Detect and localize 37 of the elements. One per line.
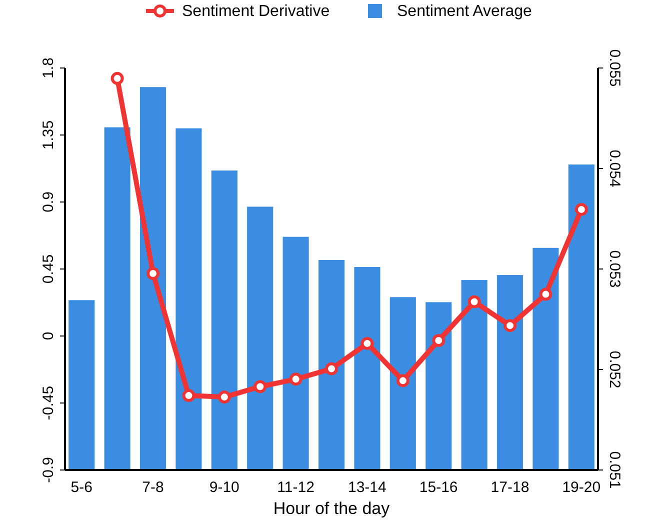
x-tick-label: 15-16 bbox=[419, 479, 458, 496]
y2-tick-label: 0.054 bbox=[606, 150, 623, 188]
y2-tick-label: 0.055 bbox=[606, 49, 623, 87]
legend-label: Sentiment Derivative bbox=[182, 3, 330, 20]
y2-tick-label: 0.051 bbox=[606, 451, 623, 489]
point bbox=[289, 372, 302, 386]
point bbox=[396, 374, 410, 388]
y2-tick-label: 0.052 bbox=[606, 350, 623, 388]
x-tick-label: 19-20 bbox=[562, 479, 601, 496]
y-tick-label: -0.45 bbox=[40, 386, 57, 420]
y-tick-label: -0.9 bbox=[40, 457, 57, 483]
point bbox=[182, 389, 196, 402]
y-tick-label: 0.45 bbox=[40, 254, 57, 284]
y-tick-label: 0 bbox=[40, 332, 57, 340]
y-tick-label: 1.35 bbox=[40, 120, 57, 150]
point bbox=[254, 380, 267, 394]
point bbox=[574, 202, 588, 216]
x-tick-label: 11-12 bbox=[277, 479, 314, 496]
point bbox=[504, 319, 516, 332]
x-tick-label: 7-8 bbox=[142, 479, 164, 496]
x-tick-label: 13-14 bbox=[348, 479, 386, 496]
x-tick-label: 17-18 bbox=[490, 479, 530, 496]
point bbox=[539, 288, 552, 301]
x-tick-label: 9-10 bbox=[209, 479, 240, 496]
point bbox=[146, 266, 160, 280]
y2-tick-label: 0.053 bbox=[606, 250, 623, 288]
y-tick-label: 0.9 bbox=[40, 192, 57, 212]
point bbox=[325, 362, 338, 376]
point bbox=[360, 336, 374, 350]
x-tick-label: 5-6 bbox=[70, 479, 92, 496]
legend-label: Sentiment Average bbox=[397, 3, 532, 20]
point bbox=[110, 72, 124, 85]
point bbox=[432, 334, 446, 347]
y-tick-label: 1.8 bbox=[40, 58, 57, 78]
point bbox=[468, 295, 481, 308]
x-axis-title: Hour of the day bbox=[273, 499, 390, 518]
point bbox=[218, 390, 231, 404]
